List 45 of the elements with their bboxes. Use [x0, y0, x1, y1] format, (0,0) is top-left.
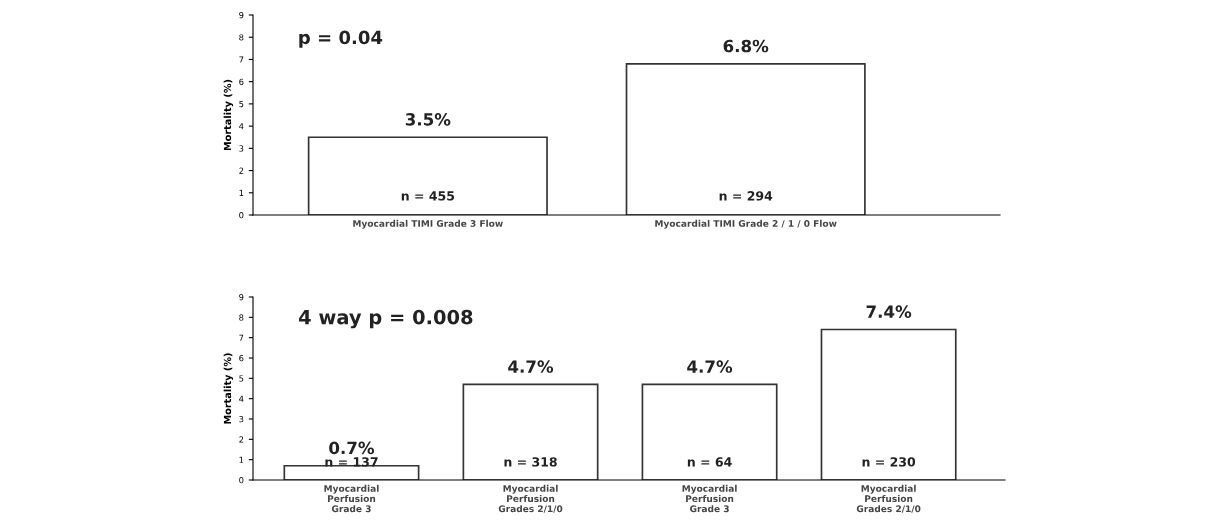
y-tick-label: 3: [239, 415, 244, 423]
annotation: n = 294: [719, 191, 773, 201]
y-tick-label: 7: [239, 334, 244, 341]
annotation: 4 way p = 0.008: [299, 309, 473, 329]
y-tick-label: 2: [239, 436, 244, 443]
annotation: n = 137: [325, 457, 378, 467]
y-tick-label: 1: [239, 456, 244, 463]
y-tick-label: 4: [239, 395, 244, 402]
bar: [641, 383, 778, 480]
y-tick-label: 9: [239, 11, 244, 19]
annotation: n = 230: [862, 457, 916, 467]
x-tick-label: Myocardial Perfusion Grades 2/1/0: [498, 484, 563, 513]
y-tick-label: 4: [239, 123, 244, 130]
y-axis-title: Mortality (%): [223, 353, 234, 424]
y-tick-label: 0: [239, 211, 244, 219]
x-tick-label: Myocardial Perfusion Grades 2/1/0: [856, 484, 921, 513]
y-axis-title: Mortality (%): [223, 79, 234, 151]
x-tick-label: Myocardial TIMI Grade 2 / 1 / 0 Flow: [655, 219, 837, 229]
y-tick-label: 2: [239, 167, 244, 174]
y-tick-label: 3: [239, 145, 244, 152]
x-tick-label: Myocardial Perfusion Grade 3: [682, 484, 737, 513]
y-tick-label: 1: [239, 189, 244, 196]
bar: [820, 328, 957, 480]
data-label: 0.7%: [329, 441, 375, 455]
y-tick-label: 6: [239, 354, 244, 362]
y-tick-label: 6: [239, 78, 244, 85]
data-label: 6.8%: [723, 39, 769, 53]
y-tick-label: 8: [239, 34, 244, 41]
y-tick-label: 9: [239, 293, 244, 301]
data-label: 7.4%: [866, 305, 912, 318]
data-label: 4.7%: [687, 360, 733, 373]
annotation: p = 0.04: [299, 30, 383, 48]
y-tick-label: 0: [239, 476, 244, 484]
y-tick-label: 8: [239, 314, 244, 321]
x-tick-label: Myocardial Perfusion Grade 3: [324, 484, 379, 513]
bar: [462, 383, 599, 480]
data-label: 4.7%: [508, 360, 554, 373]
annotation: n = 318: [504, 457, 557, 467]
data-label: 3.5%: [405, 113, 451, 126]
annotation: n = 455: [401, 191, 455, 201]
x-tick-label: Myocardial TIMI Grade 3 Flow: [353, 219, 503, 229]
y-tick-label: 5: [239, 100, 244, 108]
y-tick-label: 5: [239, 375, 244, 382]
y-tick-label: 7: [239, 56, 244, 63]
annotation: n = 64: [687, 457, 732, 467]
